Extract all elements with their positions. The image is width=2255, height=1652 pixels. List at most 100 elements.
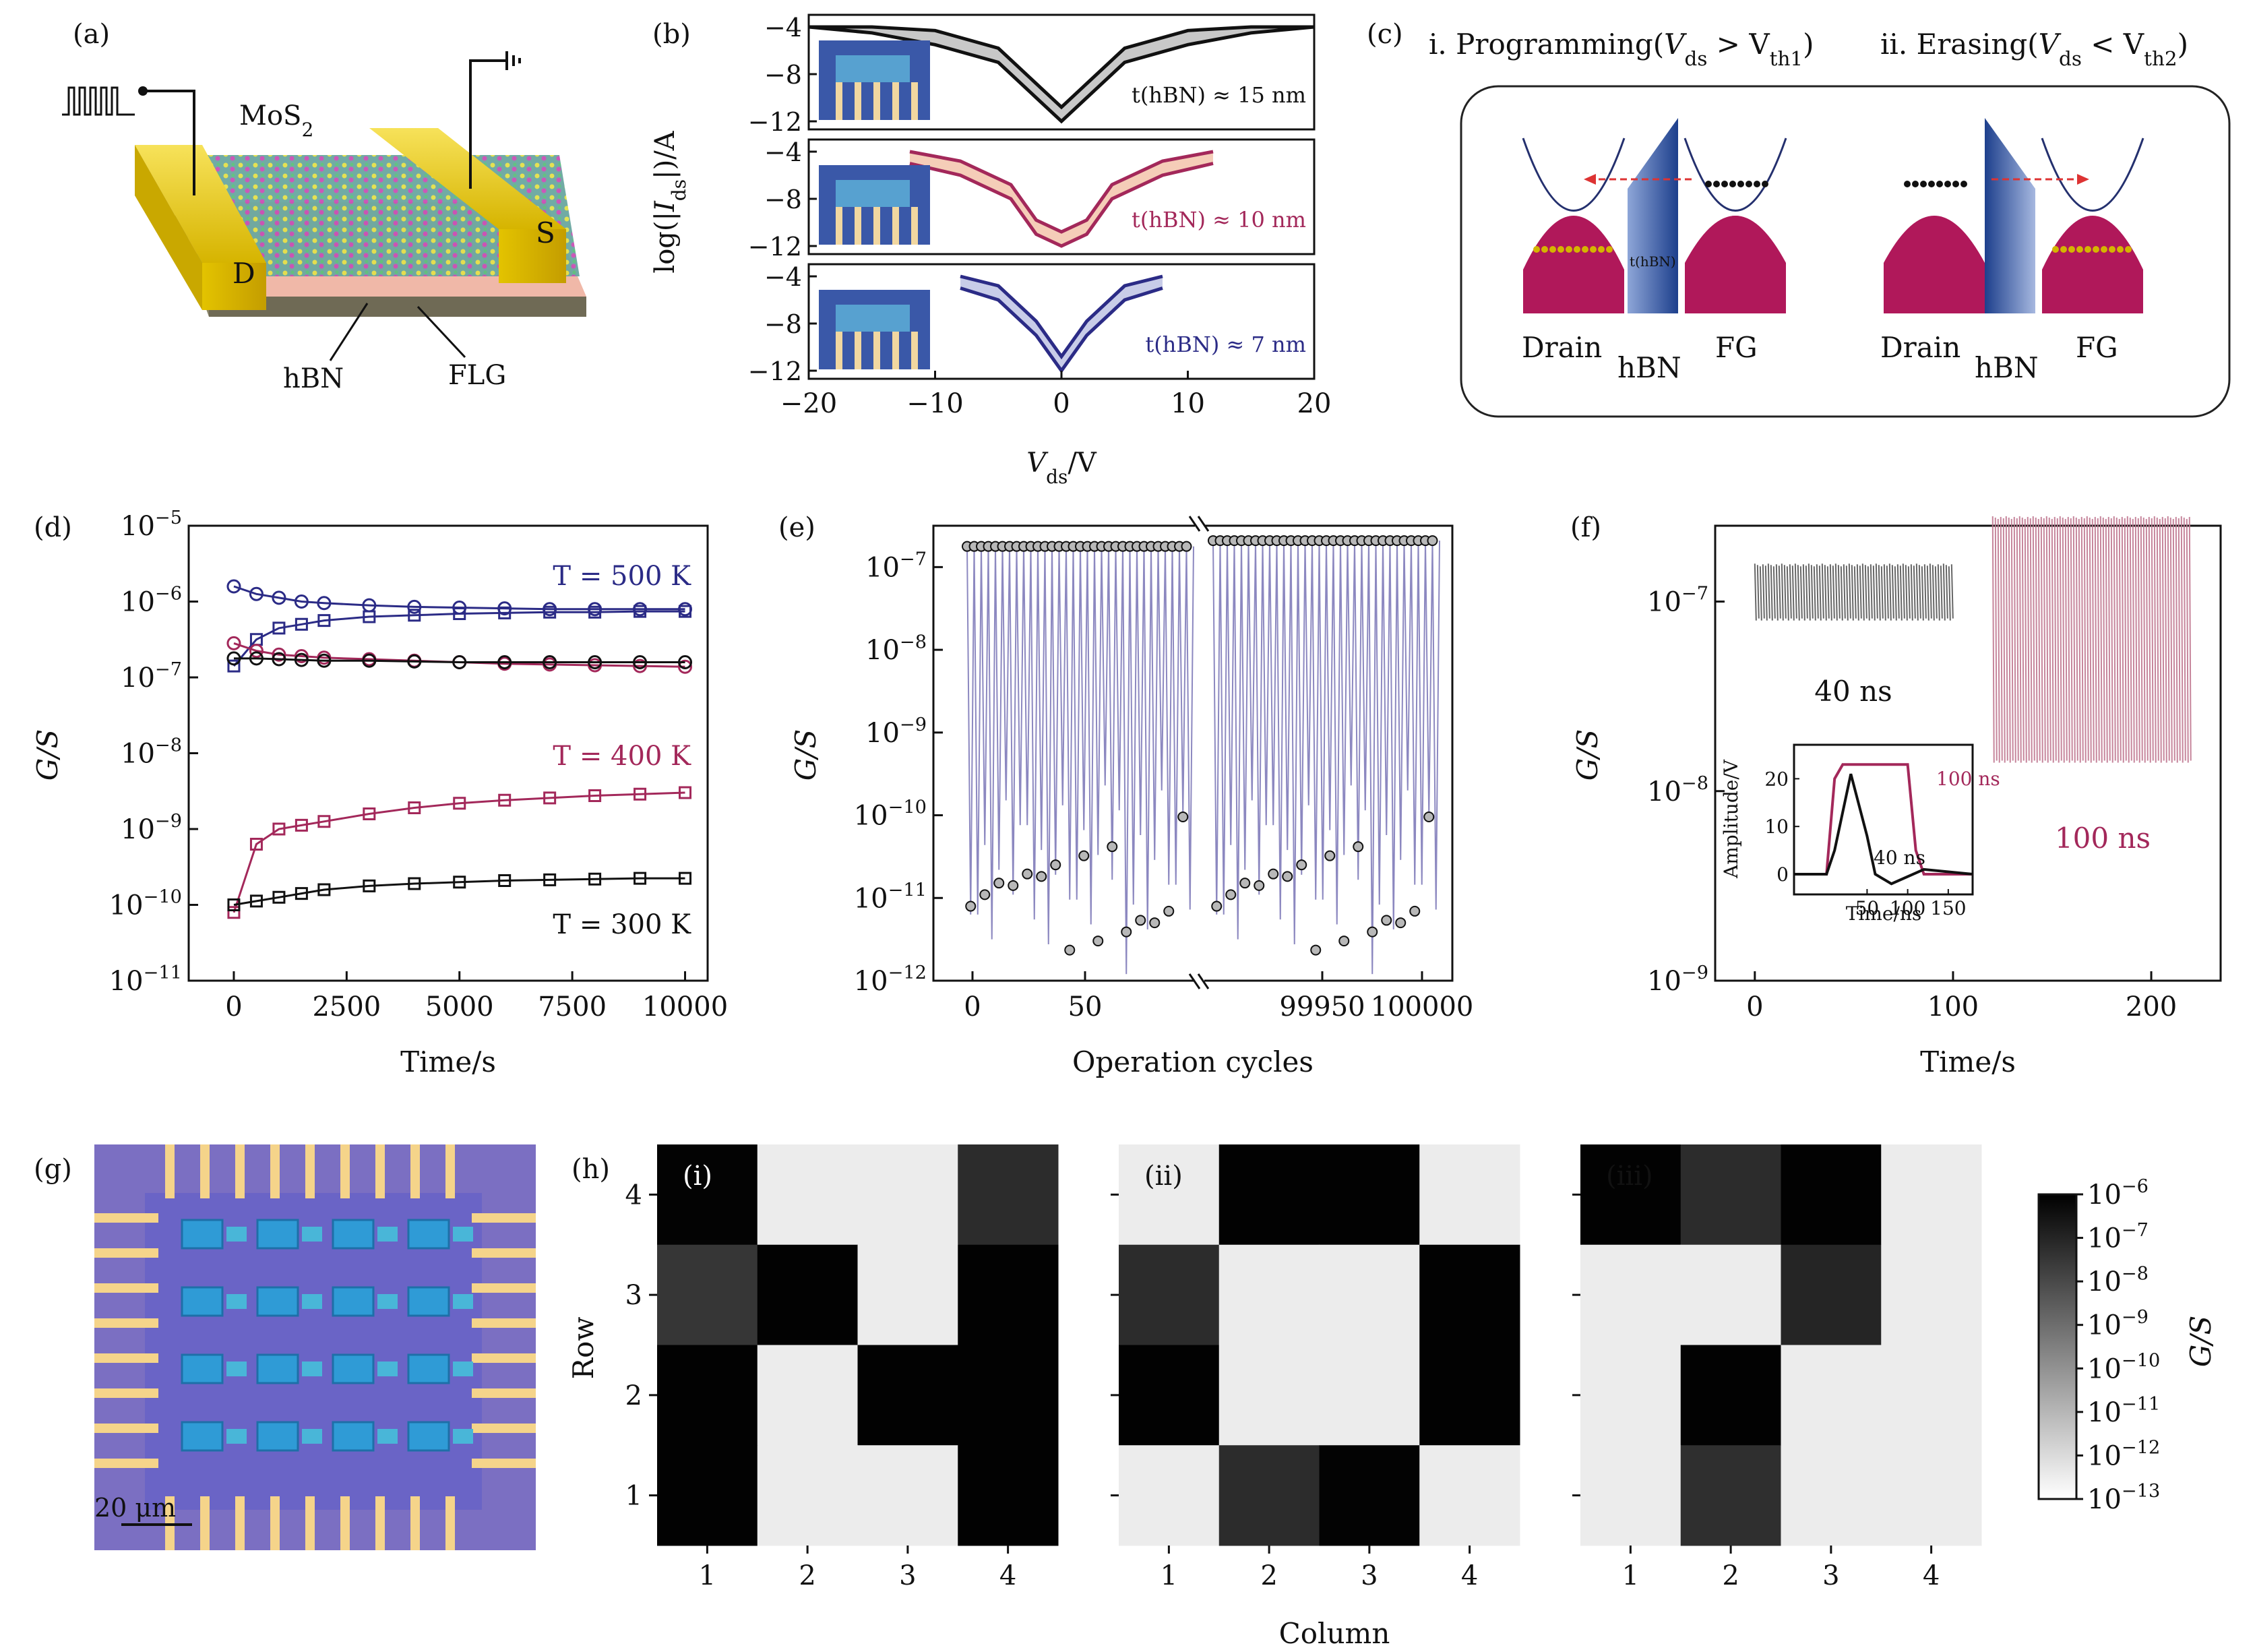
- drain-electrode-front: [202, 263, 266, 310]
- memory-cell-gate: [226, 1362, 247, 1376]
- electron-dot: [1590, 246, 1597, 253]
- data-point: [497, 655, 512, 669]
- memory-cell-gate: [377, 1227, 398, 1242]
- heatmap-cell: [857, 1445, 958, 1546]
- gold-lead: [375, 1496, 385, 1550]
- colorbar-tick-label: 10−11: [2087, 1394, 2160, 1428]
- source-electrode-top: [369, 128, 566, 229]
- electron-dot: [2076, 246, 2083, 253]
- memory-cell: [332, 1421, 375, 1452]
- x-tick-label-e: 0: [964, 991, 981, 1022]
- inset-40ns-label: 40 ns: [1874, 847, 1925, 869]
- gold-lead: [375, 1144, 385, 1198]
- heatmap-cell: [1419, 1345, 1520, 1446]
- label-40ns: 40 ns: [1814, 675, 1892, 708]
- inset-100ns-label: 100 ns: [1936, 768, 2000, 790]
- inset-x-tick: 100: [1890, 897, 1925, 919]
- off-state-point: [1296, 859, 1307, 871]
- x-tick-label-d: 5000: [425, 991, 494, 1022]
- gold-lead: [472, 1459, 536, 1468]
- data-point: [272, 647, 286, 662]
- data-point: [408, 877, 421, 890]
- memory-cell: [332, 1219, 375, 1250]
- heatmap-cell: [1680, 1244, 1781, 1345]
- x-tick-label-h: 1: [699, 1560, 716, 1591]
- inset-y-tick: 20: [1764, 768, 1789, 790]
- heatmap-cell: [1119, 1144, 1220, 1246]
- data-point: [249, 586, 264, 601]
- memory-cell-gate: [226, 1294, 247, 1309]
- hbn-label-c2: hBN: [1975, 351, 2039, 384]
- fg-valence: [1685, 216, 1786, 313]
- gold-lead: [270, 1496, 280, 1550]
- off-state-point: [1036, 871, 1047, 882]
- electron-dot: [2125, 246, 2132, 253]
- thickness-annotation: t(hBN) ≈ 7 nm: [1145, 332, 1306, 357]
- panel-c-label: (c): [1367, 19, 1403, 50]
- off-state-point: [1149, 917, 1161, 929]
- data-point: [294, 649, 309, 663]
- colorbar: [2037, 1193, 2078, 1500]
- heatmap-cell: [1781, 1345, 1882, 1446]
- gold-lead: [410, 1144, 420, 1198]
- thickness-annotation: t(hBN) ≈ 10 nm: [1132, 207, 1306, 233]
- electron-dot: [1533, 246, 1540, 253]
- plot-frame-f: [1714, 524, 2222, 982]
- memory-cell: [332, 1286, 375, 1317]
- off-state-point: [1107, 841, 1118, 853]
- x-tick-label-b: 10: [1171, 388, 1205, 419]
- photo-electrode: [836, 332, 842, 369]
- x-tick-label-b: −10: [906, 388, 963, 419]
- colorbar-tick-label: 10−7: [2087, 1220, 2149, 1254]
- off-state-point: [1367, 926, 1378, 938]
- heatmap-cell: [1580, 1144, 1681, 1246]
- electron-dot: [1598, 246, 1605, 253]
- memory-cell-gate: [377, 1429, 398, 1444]
- data-point: [295, 818, 308, 832]
- photo-electrode: [892, 332, 899, 369]
- off-state-point: [1239, 878, 1251, 889]
- memory-cell-gate: [302, 1227, 322, 1242]
- y-tick-label-b: −8: [764, 309, 802, 339]
- heatmap-cell: [857, 1345, 958, 1446]
- off-state-point: [965, 900, 977, 912]
- fg-band-ii-conduction: [2041, 137, 2144, 212]
- off-state-point: [1423, 812, 1435, 822]
- inset-x-tick: 50: [1855, 897, 1880, 919]
- gold-lead: [340, 1496, 350, 1550]
- x-tick-label-b: 0: [1053, 388, 1070, 419]
- y-tick-label-d: 10−5: [121, 508, 182, 542]
- data-point: [453, 607, 466, 620]
- heatmap-cell: [1319, 1144, 1420, 1246]
- temp-400-label: T = 400 K: [553, 741, 691, 772]
- x-axis-label-b: Vds/V: [1026, 448, 1097, 488]
- off-state-point: [1254, 880, 1265, 891]
- heatmap-cell: [1781, 1244, 1882, 1345]
- data-point: [543, 605, 557, 619]
- gold-lead: [445, 1496, 455, 1550]
- flg-label: FLG: [448, 360, 506, 391]
- programming-title: i. Programming(Vds > Vth1): [1429, 28, 1814, 70]
- retention-curve: [233, 610, 685, 667]
- x-tick-label-d: 10000: [642, 991, 728, 1022]
- off-state-point: [1324, 850, 1336, 861]
- data-point: [634, 871, 647, 885]
- gold-lead: [94, 1388, 158, 1398]
- pulse-band: [1754, 563, 1954, 621]
- y-tick-label-b: −8: [764, 185, 802, 214]
- heatmap-sublabel: (i): [683, 1161, 712, 1192]
- data-point: [498, 874, 512, 887]
- data-point: [407, 654, 422, 669]
- electron-dot: [1574, 246, 1580, 253]
- inset-y-tick: 10: [1764, 816, 1789, 838]
- heatmap-cell: [1680, 1345, 1781, 1446]
- electron-dot: [1713, 181, 1720, 187]
- electron-dot: [1582, 246, 1588, 253]
- x-tick-label-d: 7500: [538, 991, 607, 1022]
- x-tick-label-f: 0: [1746, 991, 1763, 1022]
- break-mark: [1197, 973, 1210, 989]
- data-point: [249, 644, 264, 659]
- data-point: [317, 815, 331, 828]
- electron-dot: [1705, 181, 1712, 187]
- transfer-curve-return: [809, 25, 1314, 110]
